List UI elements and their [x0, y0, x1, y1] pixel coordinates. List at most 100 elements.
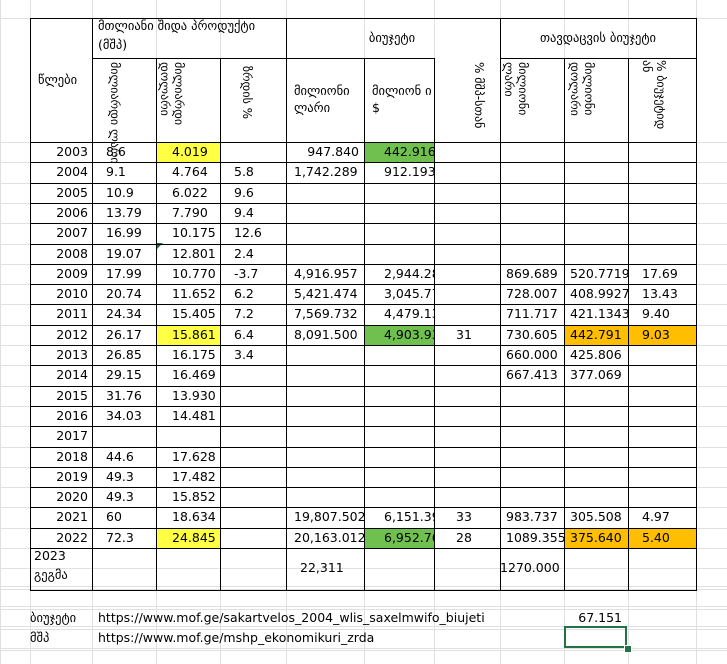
gdp-gel-cell[interactable]: 13.79 — [106, 205, 142, 220]
budget-gel-cell[interactable]: 19,807.502 — [294, 509, 364, 524]
gdp-gel-cell[interactable]: 19.07 — [106, 246, 142, 261]
gdp-gel-cell[interactable] — [92, 426, 156, 446]
budget-gel-cell[interactable] — [286, 467, 364, 487]
year-cell[interactable]: 2006 — [56, 205, 88, 220]
growth-cell[interactable]: 9.4 — [234, 205, 254, 220]
def-usd-cell[interactable] — [564, 223, 628, 243]
growth-cell[interactable]: 7.2 — [234, 306, 254, 321]
def-gel-cell[interactable]: 711.717 — [506, 306, 558, 321]
def-pct-cell[interactable]: 17.69 — [642, 266, 678, 281]
gdp-usd-cell[interactable]: 10.175 — [172, 225, 216, 240]
budget-usd-cell[interactable] — [364, 426, 434, 446]
def-gel-cell[interactable]: 983.737 — [506, 509, 558, 524]
def-pct-cell[interactable]: 9.40 — [642, 306, 670, 321]
budget-usd-cell[interactable]: 912.193 — [384, 164, 434, 179]
growth-cell[interactable] — [220, 528, 286, 548]
budget-pct-cell[interactable] — [434, 467, 500, 487]
year-2023[interactable]: 2023 — [34, 548, 66, 563]
growth-cell[interactable]: 5.8 — [234, 164, 254, 179]
budget-gel-cell[interactable] — [286, 365, 364, 385]
budget-gel-cell[interactable] — [286, 406, 364, 426]
budget-usd-cell[interactable]: 6,151.398 — [384, 509, 434, 524]
budget-gel-2023[interactable]: 22,311 — [300, 560, 344, 575]
budget-gel-cell[interactable]: 1,742.289 — [294, 164, 358, 179]
growth-cell[interactable] — [220, 406, 286, 426]
growth-cell[interactable] — [220, 142, 286, 162]
def-pct-cell[interactable] — [628, 142, 696, 162]
gdp-gel-cell[interactable]: 44.6 — [106, 449, 134, 464]
def-pct-cell[interactable] — [628, 345, 696, 365]
def-usd-cell[interactable]: 305.508 — [570, 509, 622, 524]
growth-cell[interactable] — [220, 386, 286, 406]
budget-pct-cell[interactable]: 28 — [456, 530, 472, 545]
year-cell[interactable]: 2013 — [56, 347, 88, 362]
gdp-usd-cell[interactable]: 15.405 — [172, 306, 216, 321]
year-2023-plan[interactable]: გეგმა — [34, 567, 68, 582]
gdp-usd-cell[interactable]: 17.628 — [172, 449, 216, 464]
gdp-gel-cell[interactable]: 60 — [106, 509, 122, 524]
def-pct-cell[interactable]: 9.03 — [642, 327, 670, 342]
gdp-usd-cell[interactable]: 10.770 — [172, 266, 216, 281]
budget-gel-cell[interactable] — [286, 426, 364, 446]
def-usd-cell[interactable]: 421.1343 — [570, 306, 628, 321]
year-cell[interactable]: 2019 — [56, 469, 88, 484]
gdp-usd-cell[interactable]: 7.790 — [172, 205, 208, 220]
budget-pct-cell[interactable] — [434, 162, 500, 182]
def-gel-2023[interactable]: 1270.000 — [500, 560, 560, 575]
def-usd-cell[interactable]: 408.9927 — [570, 286, 628, 301]
def-pct-cell[interactable] — [628, 406, 696, 426]
def-usd-cell[interactable] — [564, 467, 628, 487]
budget-pct-cell[interactable] — [434, 244, 500, 264]
growth-cell[interactable] — [220, 426, 286, 446]
def-usd-cell[interactable] — [564, 487, 628, 507]
def-gel-cell[interactable] — [500, 386, 564, 406]
budget-usd-cell[interactable] — [364, 223, 434, 243]
budget-gel-cell[interactable]: 4,916.957 — [294, 266, 358, 281]
def-gel-cell[interactable]: 730.605 — [506, 327, 558, 342]
def-pct-cell[interactable] — [628, 162, 696, 182]
budget-usd-cell[interactable] — [364, 487, 434, 507]
def-gel-cell[interactable] — [500, 467, 564, 487]
def-usd-cell[interactable] — [564, 406, 628, 426]
gdp-gel-cell[interactable]: 72.3 — [106, 530, 134, 545]
year-cell[interactable]: 2010 — [56, 286, 88, 301]
budget-pct-cell[interactable] — [434, 365, 500, 385]
budget-pct-cell[interactable] — [434, 426, 500, 446]
gdp-gel-cell[interactable]: 9.1 — [106, 164, 126, 179]
def-usd-cell[interactable] — [564, 447, 628, 467]
budget-gel-cell[interactable] — [286, 345, 364, 365]
def-pct-cell[interactable] — [628, 467, 696, 487]
year-cell[interactable]: 2015 — [56, 388, 88, 403]
gdp-gel-cell[interactable]: 17.99 — [106, 266, 142, 281]
budget-gel-cell[interactable] — [286, 223, 364, 243]
def-usd-cell[interactable] — [564, 142, 628, 162]
gdp-usd-cell[interactable]: 4.019 — [172, 144, 208, 159]
year-cell[interactable]: 2018 — [56, 449, 88, 464]
def-usd-cell[interactable] — [564, 244, 628, 264]
budget-pct-cell[interactable] — [434, 304, 500, 324]
def-pct-cell[interactable] — [628, 244, 696, 264]
budget-usd-cell[interactable] — [364, 386, 434, 406]
budget-gel-cell[interactable] — [286, 447, 364, 467]
gdp-gel-cell[interactable]: 49.3 — [106, 469, 134, 484]
def-usd-cell[interactable]: 377.069 — [570, 367, 622, 382]
budget-pct-cell[interactable] — [434, 487, 500, 507]
budget-pct-cell[interactable] — [434, 406, 500, 426]
budget-gel-cell[interactable]: 20,163.012 — [294, 530, 364, 545]
growth-cell[interactable]: 3.4 — [234, 347, 254, 362]
def-usd-cell[interactable] — [564, 203, 628, 223]
budget-gel-cell[interactable]: 8,091.500 — [294, 327, 358, 342]
def-gel-cell[interactable]: 1089.355 — [506, 530, 564, 545]
def-gel-cell[interactable] — [500, 142, 564, 162]
budget-usd-cell[interactable] — [364, 183, 434, 203]
budget-pct-cell[interactable] — [434, 447, 500, 467]
budget-gel-cell[interactable]: 5,421.474 — [294, 286, 358, 301]
def-gel-cell[interactable] — [500, 244, 564, 264]
growth-cell[interactable]: 6.2 — [234, 286, 254, 301]
year-cell[interactable]: 2014 — [56, 367, 88, 382]
footer-budget-value[interactable]: 67.151 — [578, 610, 622, 625]
gdp-usd-cell[interactable]: 17.482 — [172, 469, 216, 484]
gdp-gel-cell[interactable]: 10.9 — [106, 185, 134, 200]
budget-gel-cell[interactable] — [286, 203, 364, 223]
budget-gel-cell[interactable] — [286, 487, 364, 507]
